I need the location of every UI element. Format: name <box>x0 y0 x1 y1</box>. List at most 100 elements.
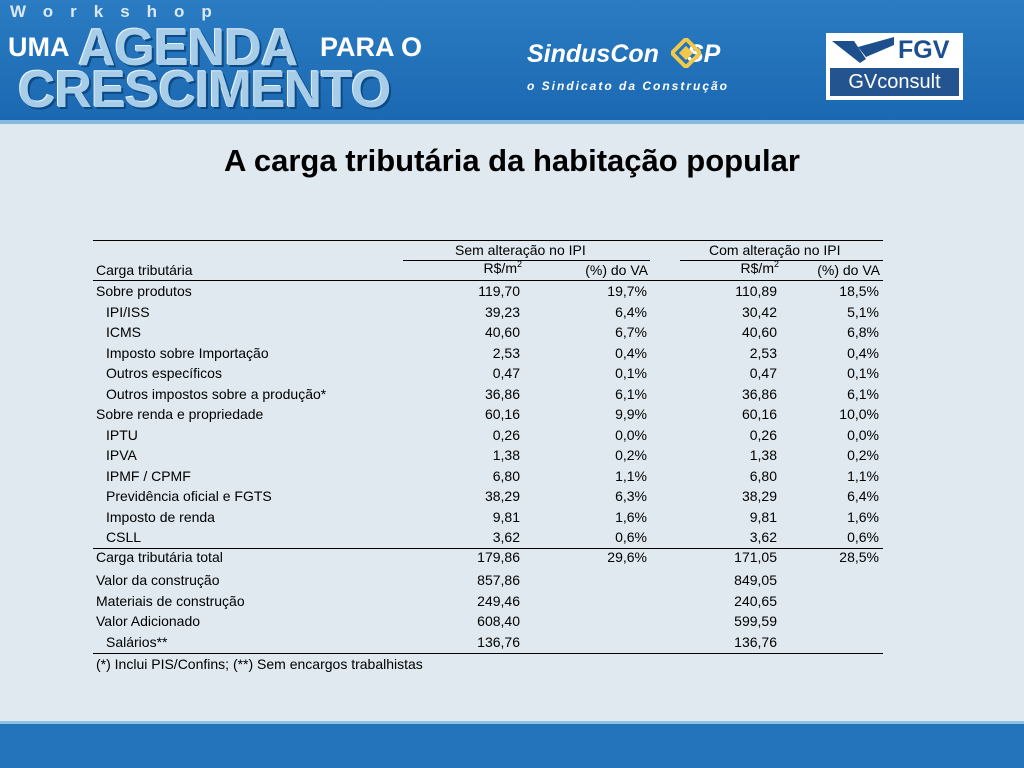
value-pct-com: 18,5% <box>839 283 879 299</box>
header-divider <box>0 120 1024 124</box>
row-label: Previdência oficial e FGTS <box>106 488 272 504</box>
table-row: IPTU 0,26 0,0% 0,26 0,0% <box>93 427 883 447</box>
value-pct-sem: 6,4% <box>615 303 647 320</box>
value-rs-com: 240,65 <box>734 592 777 609</box>
header-banner: Workshop UMA AGENDA PARA O CRESCIMENTO S… <box>0 0 1024 122</box>
value-rs-com: 38,29 <box>741 488 777 504</box>
value-rs-com: 849,05 <box>734 572 777 588</box>
row-label: CSLL <box>106 529 142 545</box>
table-row: IPMF / CPMF 6,80 1,1% 6,80 1,1% <box>93 468 883 488</box>
fgv-logo: FGV GVconsult <box>826 33 963 100</box>
total-p1: 29,6% <box>607 549 647 565</box>
value-rs-com: 40,60 <box>741 324 777 340</box>
total-rule <box>93 548 883 549</box>
header-bottom-rule <box>93 280 883 281</box>
unit-sup: 2 <box>773 259 779 269</box>
value-rs-sem: 608,40 <box>477 613 520 629</box>
value-pct-com: 5,1% <box>847 303 879 320</box>
table-row: Imposto de renda 9,81 1,6% 9,81 1,6% <box>93 509 883 529</box>
value-rs-com: 2,53 <box>749 344 777 361</box>
sinduscon-name: SindusCon <box>527 40 659 68</box>
agenda-word: AGENDA <box>78 19 298 77</box>
value-pct-com: 0,6% <box>847 529 879 545</box>
table-row: Sobre produtos 119,70 19,7% 110,89 18,5% <box>93 283 883 303</box>
table-row: Materiais de construção 249,46 240,65 <box>93 593 883 613</box>
value-rs-com: 9,81 <box>749 508 777 525</box>
value-pct-com: 10,0% <box>839 406 879 422</box>
pct-header-sem: (%) do VA <box>585 262 648 278</box>
value-pct-sem: 6,7% <box>615 324 647 340</box>
group-rule-com <box>680 260 883 261</box>
row-label: Valor Adicionado <box>96 613 201 629</box>
value-pct-sem: 1,1% <box>615 467 647 484</box>
value-rs-sem: 136,76 <box>477 633 520 650</box>
row-label: Outros específicos <box>106 365 222 381</box>
table-bottom-rule <box>93 653 883 654</box>
value-rs-sem: 0,26 <box>492 426 520 443</box>
value-rs-com: 0,26 <box>749 426 777 443</box>
value-pct-com: 0,0% <box>847 426 879 443</box>
value-rs-com: 110,89 <box>735 283 777 299</box>
fgv-mark-icon <box>832 37 894 63</box>
table-row: Sobre renda e propriedade 60,16 9,9% 60,16 1… <box>93 406 883 426</box>
value-rs-com: 599,59 <box>734 613 777 629</box>
total-label: Carga tributária total <box>96 549 223 565</box>
group-header-sem: Sem alteração no IPI <box>455 242 586 258</box>
value-rs-sem: 6,80 <box>492 467 520 484</box>
value-rs-sem: 36,86 <box>484 385 520 402</box>
value-pct-sem: 6,1% <box>615 385 647 402</box>
value-pct-com: 6,1% <box>847 385 879 402</box>
value-pct-sem: 9,9% <box>615 406 647 422</box>
value-pct-com: 0,4% <box>847 344 879 361</box>
table-row: IPI/ISS 39,23 6,4% 30,42 5,1% <box>93 304 883 324</box>
fgv-name: FGV <box>898 36 950 64</box>
value-pct-sem: 1,6% <box>615 508 647 525</box>
value-pct-sem: 0,0% <box>615 426 647 443</box>
fgv-consult: GVconsult <box>830 68 959 96</box>
value-pct-com: 0,1% <box>847 365 879 381</box>
value-rs-com: 136,76 <box>734 633 777 650</box>
value-pct-com: 6,8% <box>847 324 879 340</box>
value-pct-com: 1,1% <box>847 467 879 484</box>
value-pct-sem: 0,6% <box>615 529 647 545</box>
pct-header-com: (%) do VA <box>817 262 880 278</box>
workshop-label: Workshop <box>10 2 229 21</box>
row-header-label: Carga tributária <box>96 262 193 278</box>
table-top-rule <box>93 240 883 241</box>
value-pct-sem: 0,2% <box>615 447 647 463</box>
unit-main: R$/m <box>740 260 774 276</box>
table-footnote: (*) Inclui PIS/Confins; (**) Sem encargo… <box>96 656 423 672</box>
total-v1: 179,86 <box>477 549 520 565</box>
table-row: ICMS 40,60 6,7% 40,60 6,8% <box>93 324 883 344</box>
row-label: IPVA <box>106 447 137 463</box>
group-header-com: Com alteração no IPI <box>709 242 841 258</box>
value-rs-sem: 38,29 <box>484 488 520 504</box>
row-label: Imposto sobre Importação <box>106 344 269 361</box>
row-label: ICMS <box>106 324 141 340</box>
table-row: Imposto sobre Importação 2,53 0,4% 2,53 0,4% <box>93 345 883 365</box>
value-pct-sem: 6,3% <box>615 488 647 504</box>
value-pct-com: 1,6% <box>847 508 879 525</box>
row-label: Sobre renda e propriedade <box>96 406 264 422</box>
unit-sup: 2 <box>516 259 522 269</box>
value-rs-com: 30,42 <box>741 303 777 320</box>
total-row: Carga tributária total 179,86 29,6% 171,… <box>93 549 883 569</box>
row-label: Salários** <box>106 633 168 650</box>
value-rs-sem: 2,53 <box>492 344 520 361</box>
value-rs-com: 3,62 <box>749 529 777 545</box>
value-rs-sem: 60,16 <box>484 406 520 422</box>
value-rs-com: 6,80 <box>749 467 777 484</box>
row-label: Imposto de renda <box>106 508 215 525</box>
footer-bar <box>0 724 1024 768</box>
table-row: Salários** 136,76 136,76 <box>93 634 883 654</box>
slide-title: A carga tributária da habitação popular <box>224 143 800 178</box>
table-row: Outros específicos 0,47 0,1% 0,47 0,1% <box>93 365 883 385</box>
table-row: Previdência oficial e FGTS 38,29 6,3% 38,29… <box>93 488 883 508</box>
value-rs-sem: 40,60 <box>484 324 520 340</box>
sinduscon-tagline: o Sindicato da Construção <box>527 79 730 93</box>
value-pct-sem: 19,7% <box>607 283 647 299</box>
value-pct-com: 6,4% <box>847 488 879 504</box>
total-v2: 171,05 <box>734 549 777 565</box>
value-rs-sem: 119,70 <box>478 283 520 299</box>
value-rs-sem: 1,38 <box>492 447 520 463</box>
